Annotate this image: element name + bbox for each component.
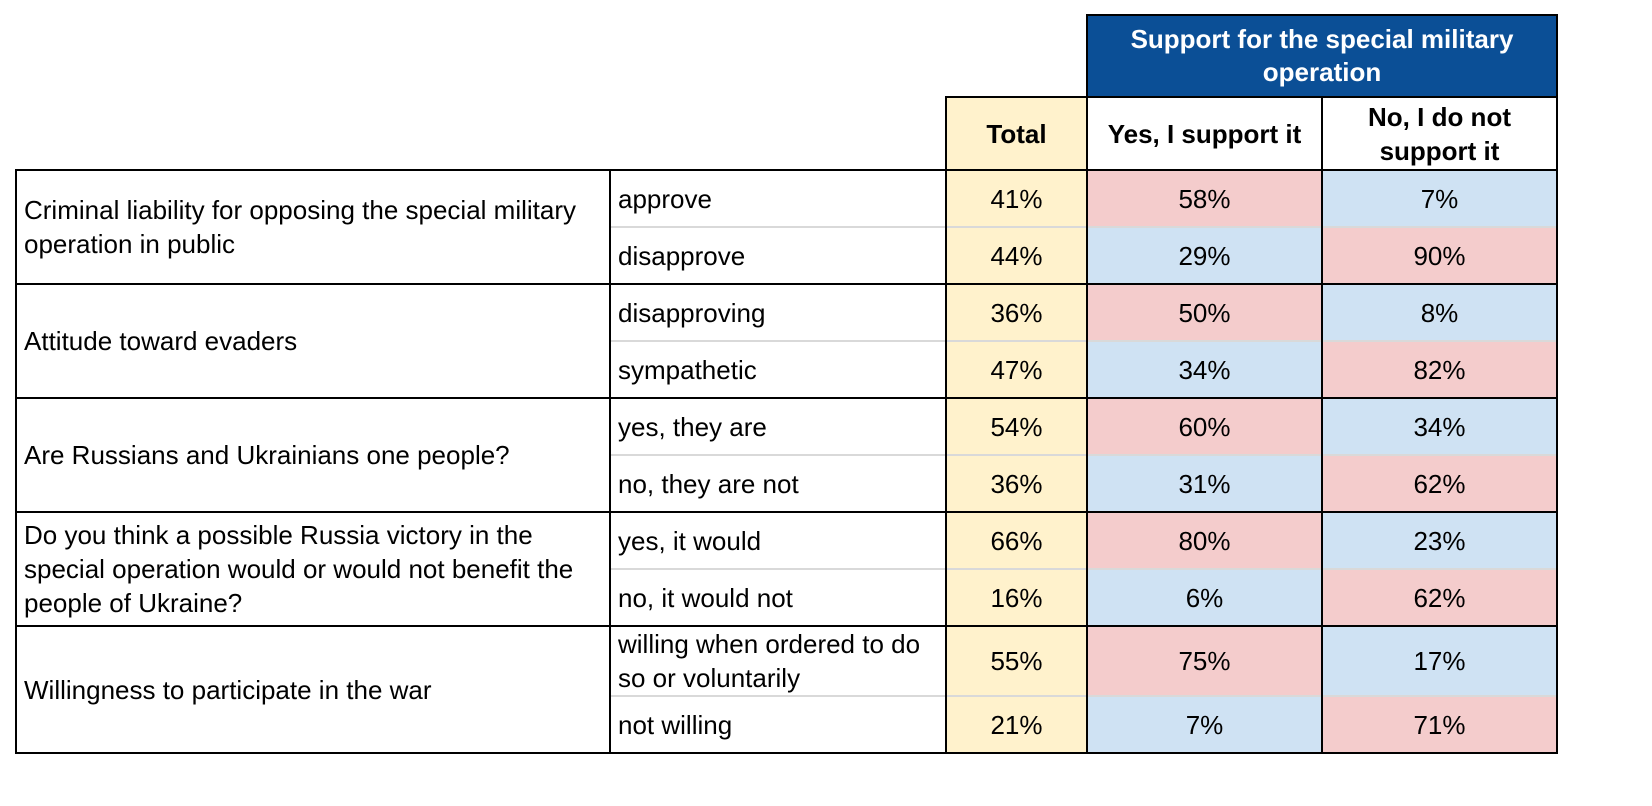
border xyxy=(1321,169,1323,754)
row-divider xyxy=(610,695,1557,697)
border xyxy=(1556,96,1558,171)
value-cell: 54% xyxy=(946,398,1087,455)
answer-label: no, they are not xyxy=(618,468,799,499)
value-cell: 41% xyxy=(946,170,1087,227)
value-cell: 47% xyxy=(946,341,1087,398)
value-cell: 80% xyxy=(1087,512,1322,569)
answer-label: yes, they are xyxy=(618,411,767,442)
value-cell: 21% xyxy=(946,696,1087,753)
column-header-2: Yes, I support it xyxy=(1087,97,1322,170)
border xyxy=(1321,96,1323,171)
answer-label: sympathetic xyxy=(618,354,757,385)
value-cell: 90% xyxy=(1322,227,1557,284)
border xyxy=(15,169,1558,171)
column-header-3: No, I do not support it xyxy=(1322,97,1557,170)
border xyxy=(15,283,1558,285)
answer-label: approve xyxy=(618,183,712,214)
value-cell: 58% xyxy=(1087,170,1322,227)
value-cell: 31% xyxy=(1087,455,1322,512)
value-cell: 71% xyxy=(1322,696,1557,753)
column-header-1: Total xyxy=(946,97,1087,170)
value-cell: 23% xyxy=(1322,512,1557,569)
answer-label: yes, it would xyxy=(618,525,762,556)
value-cell: 44% xyxy=(946,227,1087,284)
border xyxy=(945,96,1558,98)
border xyxy=(15,752,1558,754)
value-cell: 82% xyxy=(1322,341,1557,398)
value-cell: 34% xyxy=(1322,398,1557,455)
value-cell: 34% xyxy=(1087,341,1322,398)
value-cell: 36% xyxy=(946,455,1087,512)
question-label: Attitude toward evaders xyxy=(24,326,298,356)
border xyxy=(1556,169,1558,754)
value-cell: 62% xyxy=(1322,569,1557,626)
border xyxy=(945,96,947,171)
border xyxy=(1556,14,1558,98)
border xyxy=(15,511,1558,513)
border xyxy=(609,169,611,754)
value-cell: 8% xyxy=(1322,284,1557,341)
value-cell: 7% xyxy=(1322,170,1557,227)
border xyxy=(1086,96,1088,171)
question-label: Are Russians and Ukrainians one people? xyxy=(24,440,510,470)
value-cell: 16% xyxy=(946,569,1087,626)
value-cell: 62% xyxy=(1322,455,1557,512)
value-cell: 36% xyxy=(946,284,1087,341)
row-divider xyxy=(610,226,1557,228)
value-cell: 75% xyxy=(1087,626,1322,696)
value-cell: 7% xyxy=(1087,696,1322,753)
value-cell: 55% xyxy=(946,626,1087,696)
border xyxy=(1086,14,1558,16)
value-cell: 17% xyxy=(1322,626,1557,696)
answer-label: disapprove xyxy=(618,240,746,271)
question-label: Criminal liability for opposing the spec… xyxy=(24,195,576,259)
value-cell: 60% xyxy=(1087,398,1322,455)
border xyxy=(15,625,1558,627)
value-cell: 6% xyxy=(1087,569,1322,626)
answer-label: not willing xyxy=(618,709,733,740)
answer-label: willing when ordered to do so or volunta… xyxy=(618,629,921,693)
border xyxy=(1086,169,1088,754)
group-header: Support for the special military operati… xyxy=(1087,15,1557,97)
value-cell: 29% xyxy=(1087,227,1322,284)
border xyxy=(15,169,17,754)
question-label: Willingness to participate in the war xyxy=(24,674,432,705)
value-cell: 50% xyxy=(1087,284,1322,341)
value-cell: 66% xyxy=(946,512,1087,569)
row-divider xyxy=(610,568,1557,570)
answer-label: disapproving xyxy=(618,297,766,328)
border xyxy=(945,169,947,754)
row-divider xyxy=(610,340,1557,342)
row-divider xyxy=(610,454,1557,456)
question-label: Do you think a possible Russia victory i… xyxy=(24,520,574,618)
border xyxy=(15,397,1558,399)
answer-label: no, it would not xyxy=(618,582,793,613)
border xyxy=(1086,14,1088,98)
